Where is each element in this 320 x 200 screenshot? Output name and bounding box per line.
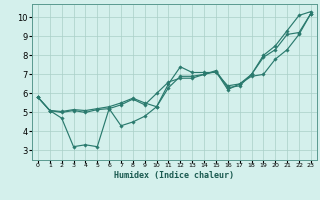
X-axis label: Humidex (Indice chaleur): Humidex (Indice chaleur) bbox=[115, 171, 234, 180]
